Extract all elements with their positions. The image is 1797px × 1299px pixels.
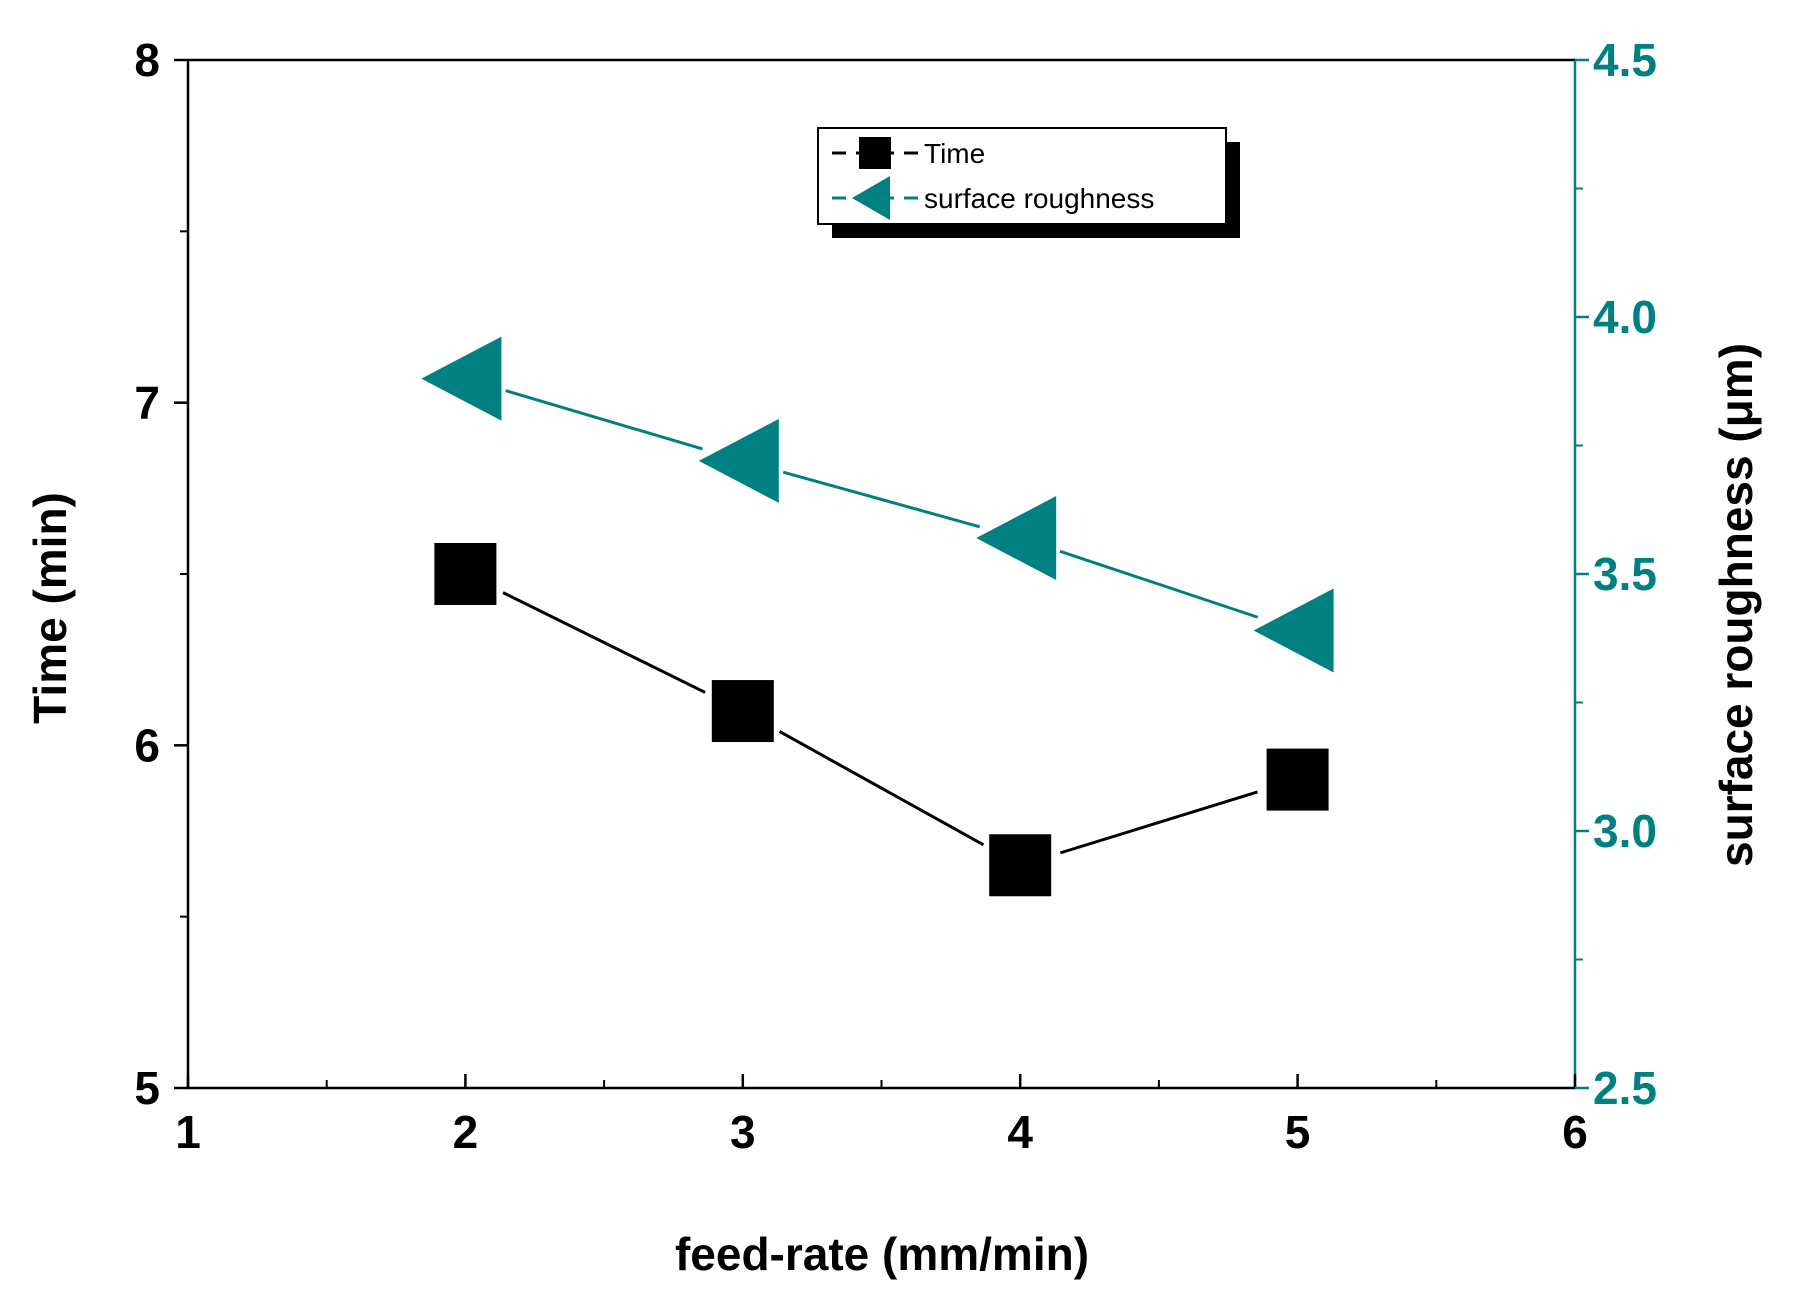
legend-marker-roughness <box>852 176 890 220</box>
left-y-tick-label: 8 <box>134 34 160 86</box>
right-y-tick-label: 3.5 <box>1593 548 1657 600</box>
time-marker <box>989 834 1052 897</box>
right-y-tick-label: 3.0 <box>1593 805 1657 857</box>
right-y-axis-ticks: 2.5 3.0 3.5 4.0 4.5 <box>1575 34 1657 1114</box>
x-tick-label: 3 <box>730 1106 756 1158</box>
roughness-marker <box>698 418 779 503</box>
series-markers <box>421 336 1334 897</box>
time-line-segment <box>778 730 985 847</box>
legend-marker-time <box>859 137 891 169</box>
roughness-line-segment <box>782 470 981 529</box>
x-tick-label: 6 <box>1562 1106 1588 1158</box>
x-tick-label: 5 <box>1285 1106 1311 1158</box>
time-marker <box>1266 748 1329 811</box>
series-lines <box>502 389 1259 855</box>
legend-label-time: Time <box>924 138 985 169</box>
roughness-marker <box>421 336 502 421</box>
x-tick-label: 2 <box>453 1106 479 1158</box>
roughness-line-segment <box>1059 549 1259 619</box>
time-line-segment <box>502 591 706 694</box>
right-y-tick-label: 2.5 <box>1593 1062 1657 1114</box>
legend-label-roughness: surface roughness <box>924 183 1154 214</box>
roughness-marker <box>1253 588 1334 673</box>
right-y-tick-label: 4.0 <box>1593 291 1657 343</box>
time-line-segment <box>1059 790 1258 855</box>
x-axis-ticks: 1 2 3 4 5 6 <box>175 1074 1588 1158</box>
left-y-tick-label: 6 <box>134 719 160 771</box>
time-marker <box>711 680 774 743</box>
x-tick-label: 4 <box>1007 1106 1033 1158</box>
roughness-marker <box>976 496 1057 581</box>
left-y-axis-title: Time (min) <box>24 492 76 724</box>
x-axis-title: feed-rate (mm/min) <box>675 1228 1089 1280</box>
left-y-tick-label: 7 <box>134 377 160 429</box>
left-y-axis-ticks: 5 6 7 8 <box>134 34 188 1114</box>
x-tick-label: 1 <box>175 1106 201 1158</box>
left-y-tick-label: 5 <box>134 1062 160 1114</box>
legend: Time surface roughness <box>817 127 1240 238</box>
roughness-line-segment <box>505 389 703 451</box>
time-marker <box>434 543 497 605</box>
right-y-axis-title: surface roughness (μm) <box>1710 343 1762 867</box>
right-y-tick-label: 4.5 <box>1593 34 1657 86</box>
